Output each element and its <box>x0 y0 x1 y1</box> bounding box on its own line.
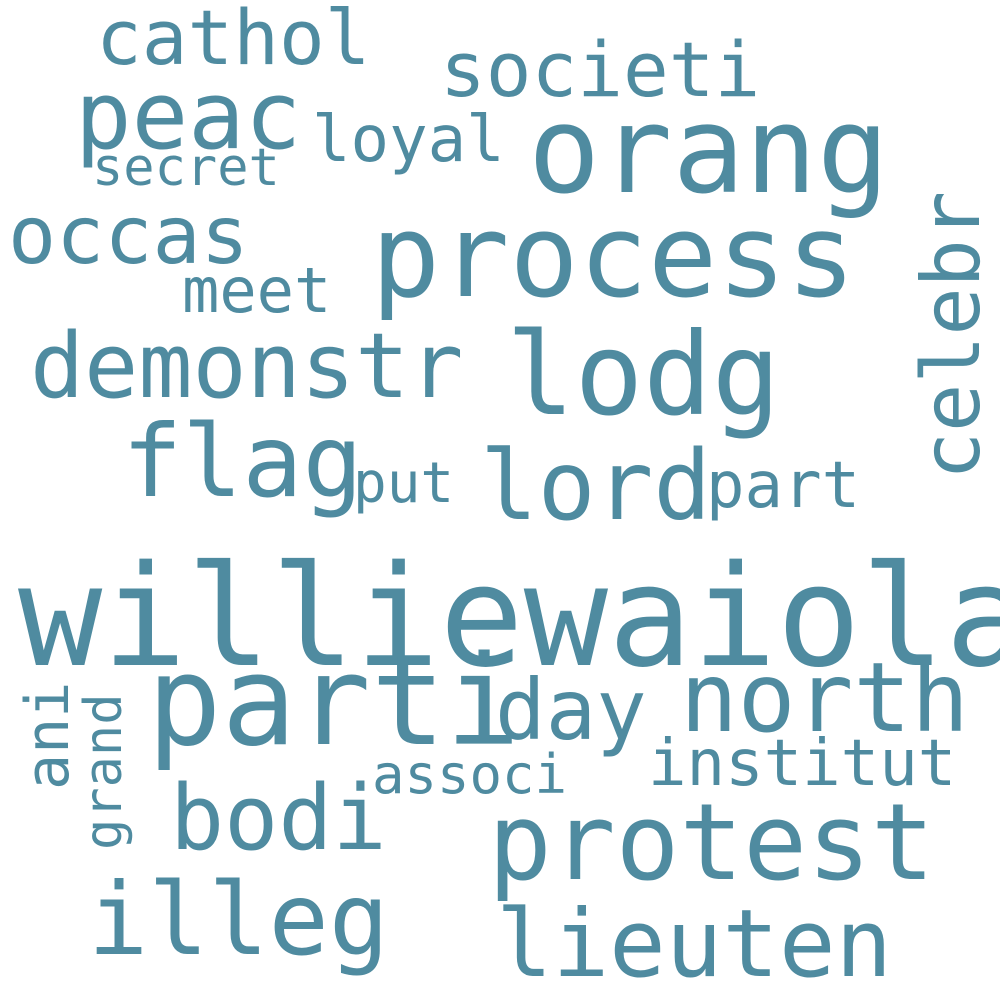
word-peac: peac <box>75 62 302 171</box>
word-parti: parti <box>147 630 521 774</box>
word-lodg: lodg <box>506 308 781 441</box>
word-process: process <box>371 190 856 324</box>
word-associ: associ <box>372 743 568 806</box>
word-loyal: loyal <box>312 103 505 177</box>
word-flag: flag <box>122 403 363 520</box>
word-occas: occas <box>8 189 249 282</box>
word-secret: secret <box>92 138 280 198</box>
word-protest: protest <box>488 781 935 904</box>
word-demonstr: demonstr <box>30 314 464 419</box>
word-cathol: cathol <box>96 0 371 82</box>
word-put: put <box>353 451 455 516</box>
word-lord: lord <box>480 430 712 542</box>
word-institut: institut <box>648 727 957 801</box>
word-illeg: illeg <box>88 861 390 978</box>
word-celebr: celebr <box>905 191 998 480</box>
word-williewaiola: williewaiola <box>18 536 1000 699</box>
word-north: north <box>680 642 969 754</box>
word-societi: societi <box>440 25 761 114</box>
word-meet: meet <box>182 254 332 327</box>
word-part: part <box>706 449 861 523</box>
word-bodi: bodi <box>170 766 387 871</box>
word-grand: grand <box>74 693 134 850</box>
word-day: day <box>495 661 647 759</box>
word-orang: orang <box>528 82 890 221</box>
word-lieuten: lieuten <box>496 890 893 999</box>
word-ani: ani <box>13 681 83 790</box>
